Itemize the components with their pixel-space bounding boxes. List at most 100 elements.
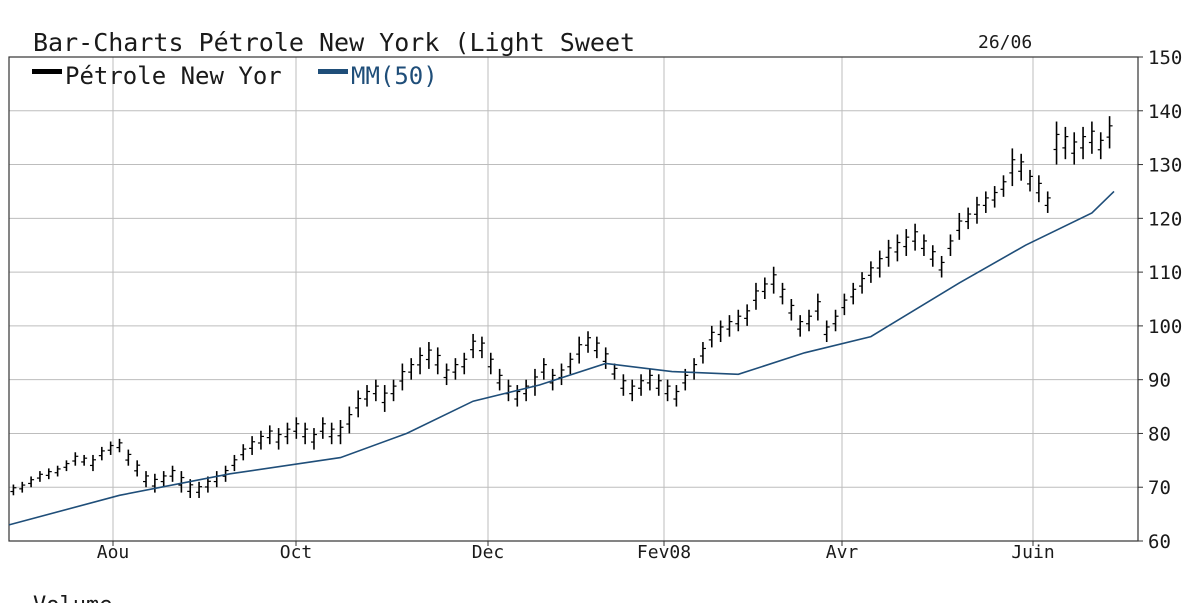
price-bar [1080, 126, 1087, 160]
price-bar [28, 476, 35, 488]
price-bar [293, 417, 300, 439]
price-bar [487, 352, 494, 375]
price-bar [531, 368, 538, 396]
price-bar [452, 358, 459, 380]
price-bar [134, 460, 141, 477]
price-bar [443, 363, 450, 386]
price-bar [982, 191, 989, 213]
price-series [10, 116, 1113, 498]
price-bar [832, 309, 839, 332]
price-bar [876, 250, 883, 278]
y-tick-label: 120 [1148, 208, 1182, 230]
x-tick-label: Oct [280, 542, 313, 563]
price-bar [752, 282, 759, 310]
price-bar [956, 212, 963, 240]
date-label: 26/06 [978, 32, 1032, 53]
y-tick-label: 150 [1148, 47, 1182, 69]
price-bar [204, 476, 211, 493]
price-bar [143, 471, 150, 488]
price-bar [691, 358, 698, 380]
y-tick-label: 60 [1148, 531, 1171, 553]
price-bar [965, 207, 972, 230]
chart-title: Bar-Charts Pétrole New York (Light Sweet [33, 28, 635, 57]
price-bar [602, 347, 609, 369]
price-bar [1088, 121, 1095, 154]
y-tick-label: 80 [1148, 423, 1171, 445]
price-bar [240, 444, 247, 461]
price-bar [125, 449, 132, 466]
price-bar [275, 428, 282, 450]
price-bar [1035, 175, 1042, 203]
price-bar [222, 465, 229, 482]
price-bar [72, 452, 79, 466]
price-bar [894, 234, 901, 262]
mm50-line [8, 190, 1115, 526]
y-tick-label: 110 [1148, 262, 1182, 284]
price-bar [381, 385, 388, 412]
price-bar [841, 293, 848, 316]
price-bar [36, 471, 43, 482]
price-bar [620, 374, 627, 396]
price-bar [1018, 153, 1025, 181]
x-tick-label: Fev08 [637, 542, 691, 563]
price-bar [523, 379, 530, 402]
price-bar [920, 234, 927, 256]
price-bar [364, 385, 371, 407]
y-tick-label: 140 [1148, 101, 1182, 123]
price-bar [505, 379, 512, 402]
price-bar [929, 245, 936, 267]
price-bar [1027, 169, 1034, 192]
price-bar [593, 336, 600, 359]
grid [9, 57, 1138, 541]
price-bar [116, 438, 123, 453]
price-bar [903, 229, 910, 256]
plot-frame [8, 56, 1139, 542]
y-tick-label: 70 [1148, 477, 1171, 499]
price-bar [629, 379, 636, 402]
price-bar [646, 368, 653, 391]
price-bar [673, 385, 680, 407]
price-bar [63, 460, 70, 472]
legend-swatch-price [32, 69, 62, 74]
price-bar [151, 473, 158, 493]
legend: Pétrole New Yor MM(50) [32, 62, 438, 90]
price-bar [938, 255, 945, 278]
price-bar [664, 379, 671, 402]
price-bar [558, 363, 565, 386]
price-bar [372, 379, 379, 402]
price-bar [178, 471, 185, 493]
y-tick-label: 130 [1148, 155, 1182, 177]
price-bar [823, 320, 830, 343]
price-bar [266, 425, 273, 445]
price-bar [867, 261, 874, 283]
price-bar [337, 420, 344, 445]
price-bar [417, 347, 424, 375]
price-bar [1053, 121, 1060, 165]
price-bar [540, 358, 547, 380]
price-bar [478, 336, 485, 359]
price-bar [89, 454, 96, 472]
price-bar [549, 368, 556, 391]
price-bar [470, 333, 477, 359]
x-tick-label: Juin [1011, 542, 1054, 563]
price-bar [655, 374, 662, 396]
price-bar [461, 352, 468, 375]
price-bar [991, 186, 998, 208]
y-axis: 60 70 80 90 100 110 120 130 140 150 [1138, 47, 1182, 553]
price-bar [576, 336, 583, 364]
price-bar [814, 293, 821, 321]
price-bar [850, 282, 857, 305]
price-bar [19, 481, 26, 493]
price-bar [425, 342, 432, 369]
price-bar [319, 417, 326, 439]
price-bar [947, 234, 954, 256]
price-bar [434, 347, 441, 375]
price-bar [196, 481, 203, 498]
price-bar [408, 358, 415, 380]
price-bar [1062, 126, 1069, 160]
x-tick-label: Avr [826, 542, 859, 563]
price-bar [231, 454, 238, 472]
price-bar [885, 239, 892, 267]
price-bar [257, 430, 264, 450]
